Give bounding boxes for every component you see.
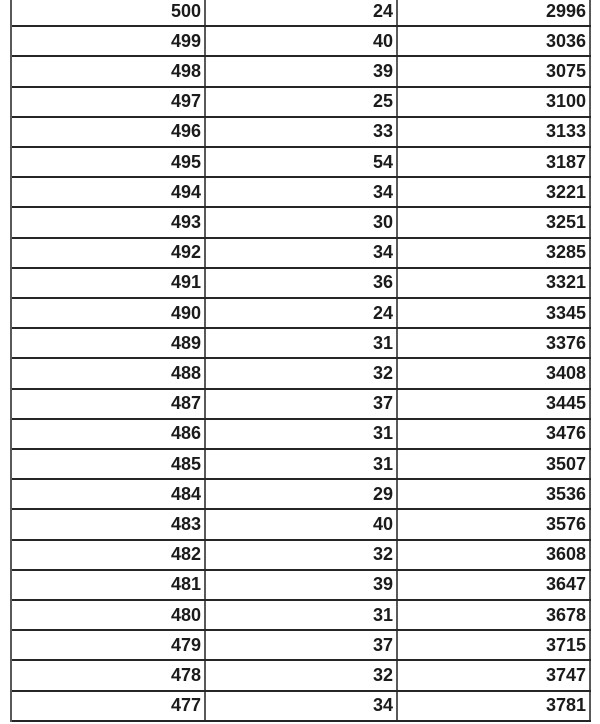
spreadsheet-table: 500 24 2996 499 40 3036 498 39 3075 497 … xyxy=(10,0,591,722)
table-cell[interactable]: 3376 xyxy=(398,329,591,358)
table-row: 496 33 3133 xyxy=(12,117,591,149)
table-cell[interactable]: 32 xyxy=(206,359,398,388)
table-cell[interactable]: 39 xyxy=(206,57,398,86)
table-cell[interactable]: 3408 xyxy=(398,359,591,388)
table-row: 488 32 3408 xyxy=(12,359,591,390)
table-cell[interactable]: 3608 xyxy=(398,540,591,569)
table-cell[interactable]: 32 xyxy=(206,661,398,690)
table-cell[interactable]: 485 xyxy=(12,450,206,479)
table-row: 478 32 3747 xyxy=(12,661,591,692)
table-row: 491 36 3321 xyxy=(12,268,591,300)
table-row: 486 31 3476 xyxy=(12,419,591,451)
table-cell[interactable]: 3715 xyxy=(398,631,591,660)
table-row: 490 24 3345 xyxy=(12,299,591,330)
table-cell[interactable]: 29 xyxy=(206,480,398,509)
table-cell[interactable]: 37 xyxy=(206,631,398,660)
table-cell[interactable]: 3221 xyxy=(398,178,591,207)
table-cell[interactable]: 34 xyxy=(206,691,398,720)
table-cell[interactable]: 500 xyxy=(12,0,206,26)
table-cell[interactable]: 3781 xyxy=(398,691,591,720)
table-cell[interactable]: 31 xyxy=(206,419,398,449)
table-cell[interactable]: 481 xyxy=(12,570,206,600)
table-cell[interactable]: 3647 xyxy=(398,570,591,600)
table-row: 493 30 3251 xyxy=(12,208,591,239)
table-cell[interactable]: 24 xyxy=(206,0,398,26)
table-cell[interactable]: 486 xyxy=(12,419,206,449)
table-row: 498 39 3075 xyxy=(12,57,591,88)
table-cell[interactable]: 477 xyxy=(12,691,206,720)
table-row: 499 40 3036 xyxy=(12,27,591,58)
table-cell[interactable]: 39 xyxy=(206,570,398,600)
table-cell[interactable]: 489 xyxy=(12,329,206,358)
table-cell[interactable]: 3075 xyxy=(398,57,591,86)
table-cell[interactable]: 37 xyxy=(206,389,398,418)
table-cell[interactable]: 54 xyxy=(206,148,398,177)
table-cell[interactable]: 484 xyxy=(12,480,206,509)
table-cell[interactable]: 494 xyxy=(12,178,206,207)
table-row: 494 34 3221 xyxy=(12,178,591,209)
table-cell[interactable]: 3100 xyxy=(398,87,591,116)
table-cell[interactable]: 30 xyxy=(206,208,398,237)
table-row: 484 29 3536 xyxy=(12,480,591,511)
table-cell[interactable]: 499 xyxy=(12,27,206,56)
table-cell[interactable]: 478 xyxy=(12,661,206,690)
table-row: 481 39 3647 xyxy=(12,570,591,602)
table-cell[interactable]: 3507 xyxy=(398,450,591,479)
table-row: 480 31 3678 xyxy=(12,601,591,632)
table-cell[interactable]: 3345 xyxy=(398,299,591,328)
table-cell[interactable]: 32 xyxy=(206,540,398,569)
table-cell[interactable]: 3036 xyxy=(398,27,591,56)
table-cell[interactable]: 480 xyxy=(12,601,206,630)
table-cell[interactable]: 3476 xyxy=(398,419,591,449)
table-cell[interactable]: 34 xyxy=(206,178,398,207)
table-cell[interactable]: 40 xyxy=(206,510,398,539)
table-cell[interactable]: 495 xyxy=(12,148,206,177)
table-cell[interactable]: 3536 xyxy=(398,480,591,509)
table-cell[interactable]: 36 xyxy=(206,268,398,298)
table-row: 500 24 2996 xyxy=(12,0,591,28)
table-cell[interactable]: 479 xyxy=(12,631,206,660)
table-cell[interactable]: 3133 xyxy=(398,117,591,147)
table-row: 482 32 3608 xyxy=(12,540,591,571)
table-row: 483 40 3576 xyxy=(12,510,591,541)
table-cell[interactable]: 3445 xyxy=(398,389,591,418)
table-row: 497 25 3100 xyxy=(12,87,591,118)
table-cell[interactable]: 33 xyxy=(206,117,398,147)
table-cell[interactable]: 40 xyxy=(206,27,398,56)
table-row: 489 31 3376 xyxy=(12,329,591,360)
table-row: 485 31 3507 xyxy=(12,450,591,481)
table-row: 487 37 3445 xyxy=(12,389,591,420)
table-cell[interactable]: 3747 xyxy=(398,661,591,690)
table-row: 492 34 3285 xyxy=(12,238,591,269)
table-cell[interactable]: 3285 xyxy=(398,238,591,267)
table-cell[interactable]: 31 xyxy=(206,601,398,630)
table-row: 495 54 3187 xyxy=(12,148,591,179)
table-cell[interactable]: 487 xyxy=(12,389,206,418)
table-cell[interactable]: 31 xyxy=(206,450,398,479)
table-cell[interactable]: 34 xyxy=(206,238,398,267)
table-cell[interactable]: 491 xyxy=(12,268,206,298)
table-cell[interactable]: 488 xyxy=(12,359,206,388)
table-cell[interactable]: 3576 xyxy=(398,510,591,539)
table-cell[interactable]: 3251 xyxy=(398,208,591,237)
table-cell[interactable]: 492 xyxy=(12,238,206,267)
table-row: 477 34 3781 xyxy=(12,691,591,722)
table-cell[interactable]: 24 xyxy=(206,299,398,328)
table-cell[interactable]: 497 xyxy=(12,87,206,116)
table-cell[interactable]: 490 xyxy=(12,299,206,328)
table-cell[interactable]: 31 xyxy=(206,329,398,358)
table-cell[interactable]: 3321 xyxy=(398,268,591,298)
table-cell[interactable]: 498 xyxy=(12,57,206,86)
table-cell[interactable]: 3678 xyxy=(398,601,591,630)
table-cell[interactable]: 25 xyxy=(206,87,398,116)
table-cell[interactable]: 496 xyxy=(12,117,206,147)
table-cell[interactable]: 483 xyxy=(12,510,206,539)
table-cell[interactable]: 3187 xyxy=(398,148,591,177)
table-cell[interactable]: 482 xyxy=(12,540,206,569)
table-cell[interactable]: 493 xyxy=(12,208,206,237)
table-cell[interactable]: 2996 xyxy=(398,0,591,26)
table-row: 479 37 3715 xyxy=(12,631,591,662)
